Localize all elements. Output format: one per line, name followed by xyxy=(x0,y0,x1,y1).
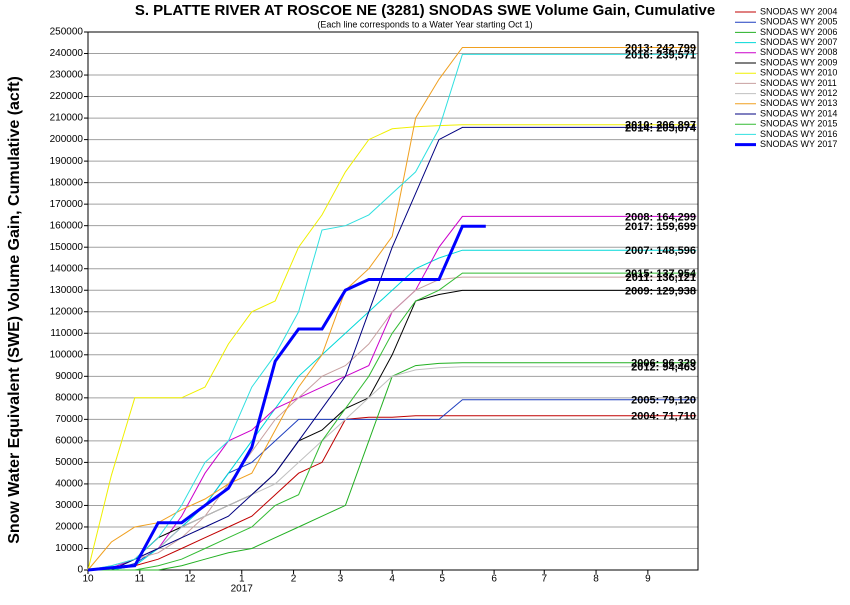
series-line xyxy=(88,366,697,571)
y-tick-label: 40000 xyxy=(55,479,83,490)
end-label: 2009: 129,938 xyxy=(625,285,696,297)
x-tick-label: 2 xyxy=(291,574,297,585)
y-tick-label: 80000 xyxy=(55,392,83,403)
y-tick-label: 150000 xyxy=(50,242,84,253)
y-tick-label: 140000 xyxy=(50,263,84,274)
series-line xyxy=(88,272,697,571)
y-tick-label: 10000 xyxy=(55,543,83,554)
legend-label: SNODAS WY 2007 xyxy=(760,37,837,47)
y-tick-label: 240000 xyxy=(50,48,84,59)
legend-label: SNODAS WY 2013 xyxy=(760,98,837,108)
y-tick-label: 50000 xyxy=(55,457,83,468)
x-tick-label: 4 xyxy=(389,574,395,585)
y-tick-label: 170000 xyxy=(50,199,84,210)
end-label: 2012: 94,463 xyxy=(631,362,696,374)
legend-label: SNODAS WY 2016 xyxy=(760,129,837,139)
y-tick-label: 70000 xyxy=(55,414,83,425)
end-label: 2005: 79,120 xyxy=(631,395,696,407)
y-tick-label: 230000 xyxy=(50,70,84,81)
series-line xyxy=(87,53,697,571)
x-tick-label: 1 xyxy=(239,574,245,585)
series-line xyxy=(87,47,697,571)
series-line xyxy=(87,276,697,571)
y-tick-label: 190000 xyxy=(50,156,84,167)
series-line xyxy=(88,249,697,571)
end-label: 2008: 164,299 xyxy=(625,211,696,223)
y-tick-label: 130000 xyxy=(50,285,84,296)
end-label: 2006: 96,329 xyxy=(631,358,696,370)
x-tick-label: 11 xyxy=(135,574,146,585)
end-label: 2016: 239,571 xyxy=(625,49,696,61)
legend-label: SNODAS WY 2004 xyxy=(760,6,837,16)
legend-label: SNODAS WY 2010 xyxy=(760,68,837,78)
y-tick-label: 200000 xyxy=(50,134,84,145)
end-label: 2004: 71,710 xyxy=(631,411,696,423)
y-tick-label: 250000 xyxy=(50,27,84,38)
x-tick-label: 10 xyxy=(82,574,94,585)
legend-label: SNODAS WY 2012 xyxy=(760,88,837,98)
x-tick-label: 5 xyxy=(440,574,446,585)
end-label: 2017: 159,699 xyxy=(625,221,696,233)
y-tick-label: 160000 xyxy=(50,220,84,231)
x-tick-label: 6 xyxy=(491,574,497,585)
legend-label: SNODAS WY 2017 xyxy=(760,139,837,149)
legend-label: SNODAS WY 2006 xyxy=(760,27,837,37)
legend-label: SNODAS WY 2009 xyxy=(760,57,837,67)
x-tick-label: 7 xyxy=(541,574,547,585)
end-label: 2014: 205,674 xyxy=(625,122,697,134)
legend-label: SNODAS WY 2005 xyxy=(760,17,837,27)
y-tick-label: 110000 xyxy=(50,328,83,339)
year-label: 2017 xyxy=(231,584,254,595)
series-line xyxy=(87,124,697,571)
series-line xyxy=(88,415,697,571)
legend-label: SNODAS WY 2015 xyxy=(760,119,837,129)
y-tick-label: 180000 xyxy=(50,177,84,188)
y-tick-label: 210000 xyxy=(50,113,84,124)
series-line xyxy=(88,126,697,571)
y-axis-label: Snow Water Equivalent (SWE) Volume Gain,… xyxy=(6,76,23,544)
end-label: 2013: 242,799 xyxy=(625,42,696,54)
y-tick-label: 30000 xyxy=(55,500,83,511)
end-label: 2011: 136,121 xyxy=(626,272,696,284)
legend-label: SNODAS WY 2014 xyxy=(760,108,837,118)
end-label: 2007: 148,596 xyxy=(625,245,696,257)
y-tick-label: 0 xyxy=(77,565,83,576)
x-tick-label: 8 xyxy=(593,574,599,585)
end-label: 2010: 206,897 xyxy=(625,120,696,132)
y-tick-label: 220000 xyxy=(50,91,84,102)
legend-label: SNODAS WY 2011 xyxy=(760,78,837,88)
y-tick-label: 20000 xyxy=(55,522,83,533)
chart-title: S. PLATTE RIVER AT ROSCOE NE (3281) SNOD… xyxy=(135,2,715,19)
series-line xyxy=(87,224,486,572)
y-tick-label: 60000 xyxy=(55,436,83,447)
end-label: 2015: 137,954 xyxy=(625,268,697,280)
x-tick-label: 3 xyxy=(338,574,344,585)
y-tick-label: 90000 xyxy=(55,371,83,382)
x-tick-label: 12 xyxy=(184,574,196,585)
y-tick-label: 120000 xyxy=(50,306,84,317)
y-tick-label: 100000 xyxy=(50,349,84,360)
legend-label: SNODAS WY 2008 xyxy=(760,47,837,57)
plot-frame xyxy=(87,31,699,571)
x-tick-label: 9 xyxy=(645,574,651,585)
chart-subtitle: (Each line corresponds to a Water Year s… xyxy=(317,19,532,29)
